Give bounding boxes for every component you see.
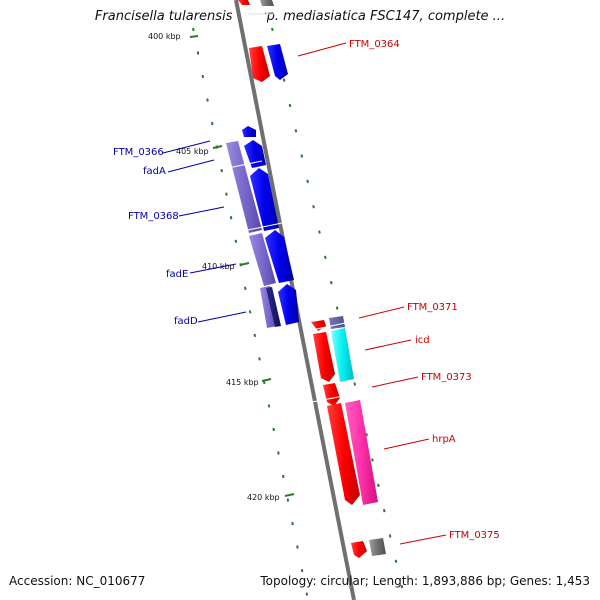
label-ftm-0364: FTM_0364 bbox=[349, 39, 400, 50]
tick-label-420: 420 kbp bbox=[247, 493, 280, 502]
gene-ftm-0375[interactable] bbox=[351, 541, 367, 558]
gene-navy-1[interactable] bbox=[266, 287, 281, 327]
tick-400 bbox=[189, 35, 199, 38]
gene-hrpa[interactable] bbox=[327, 403, 360, 505]
gene-ftm-0364[interactable] bbox=[249, 46, 270, 82]
tick-405 bbox=[212, 145, 223, 149]
gene-partial-top[interactable] bbox=[238, 0, 275, 15]
map-title: Francisella tularensis subsp. mediasiati… bbox=[94, 9, 506, 24]
leader-ftm-0371 bbox=[358, 306, 405, 319]
gene-fadd[interactable] bbox=[278, 284, 299, 325]
leader-ftm-0373 bbox=[371, 376, 419, 388]
tick-label-405: 405 kbp bbox=[176, 147, 209, 156]
segment-dividers bbox=[227, 160, 366, 403]
label-fade: fadE bbox=[166, 269, 188, 280]
label-fada: fadA bbox=[143, 166, 166, 177]
tick-410 bbox=[239, 262, 250, 266]
tick-label-415: 415 kbp bbox=[226, 378, 259, 387]
label-ftm-0366: FTM_0366 bbox=[113, 147, 164, 158]
gene-ftm-0375-partner[interactable] bbox=[369, 538, 386, 556]
gene-ftm-0368[interactable] bbox=[250, 168, 279, 231]
kbp-ticks: 400 kbp 405 kbp 410 kbp 415 kbp 420 kbp bbox=[148, 32, 295, 502]
label-ftm-0368: FTM_0368 bbox=[128, 211, 179, 222]
leader-fada bbox=[167, 159, 215, 173]
gene-ftm-0371-partner[interactable] bbox=[329, 316, 345, 329]
leader-fadd bbox=[197, 311, 247, 323]
tick-label-410: 410 kbp bbox=[202, 262, 235, 271]
leader-ftm-0364 bbox=[297, 42, 347, 57]
track-band bbox=[232, 0, 402, 600]
accession-text: Accession: NC_010677 bbox=[9, 574, 146, 588]
leader-hrpa bbox=[383, 438, 430, 450]
gene-icd-partner[interactable] bbox=[331, 328, 354, 382]
leader-fade bbox=[189, 263, 237, 274]
gene-purple-1[interactable] bbox=[226, 141, 262, 233]
gene-purple-3[interactable] bbox=[260, 286, 277, 328]
gene-purple-2[interactable] bbox=[249, 233, 276, 286]
label-hrpa: hrpA bbox=[432, 434, 456, 445]
label-ftm-0371: FTM_0371 bbox=[407, 302, 458, 313]
label-icd: icd bbox=[415, 335, 430, 346]
label-fadd: fadD bbox=[174, 316, 198, 327]
gene-fade[interactable] bbox=[265, 230, 294, 283]
gene-ftm-0364-partner[interactable] bbox=[267, 44, 288, 80]
tick-415 bbox=[261, 378, 272, 382]
gene-ftm-0373[interactable] bbox=[323, 383, 340, 406]
leader-ftm-0366 bbox=[162, 140, 211, 154]
leader-ftm-0375 bbox=[399, 534, 447, 545]
tick-420 bbox=[284, 493, 295, 497]
tick-label-400: 400 kbp bbox=[148, 32, 181, 41]
gene-icd[interactable] bbox=[313, 332, 335, 382]
label-ftm-0375: FTM_0375 bbox=[449, 530, 500, 541]
genome-summary-text: Topology: circular; Length: 1,893,886 bp… bbox=[260, 574, 590, 588]
label-ftm-0373: FTM_0373 bbox=[421, 372, 472, 383]
gene-ftm-0366[interactable] bbox=[242, 126, 256, 137]
leader-icd bbox=[364, 339, 412, 351]
leader-ftm-0368 bbox=[178, 206, 225, 217]
gene-hrpa-partner[interactable] bbox=[345, 400, 378, 505]
